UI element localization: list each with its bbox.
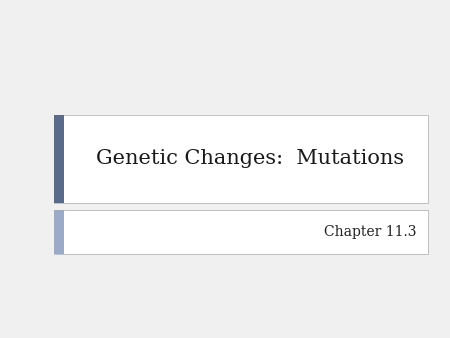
- Text: Chapter 11.3: Chapter 11.3: [324, 224, 416, 239]
- Bar: [54, 115, 64, 203]
- Bar: [54, 210, 428, 254]
- Bar: [54, 210, 64, 254]
- Text: Genetic Changes:  Mutations: Genetic Changes: Mutations: [96, 149, 404, 168]
- Bar: [54, 115, 428, 203]
